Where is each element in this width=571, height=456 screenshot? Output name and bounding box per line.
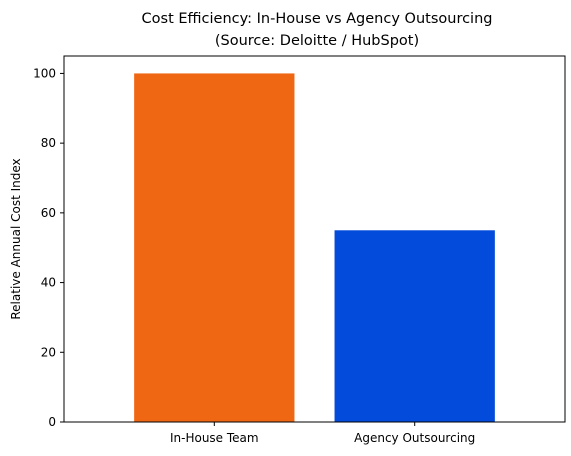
plot-frame [63, 55, 566, 423]
chart-title: Cost Efficiency: In-House vs Agency Outs… [142, 11, 493, 27]
x-tick-label: In-House Team [170, 431, 259, 445]
x-axis-ticks: In-House Team Agency Outsourcing [170, 422, 475, 445]
y-tick-label: 0 [48, 415, 56, 429]
y-tick-label: 100 [33, 66, 56, 80]
y-axis-ticks: 0 20 40 60 80 100 [33, 66, 64, 429]
chart-subtitle: (Source: Deloitte / HubSpot) [215, 33, 419, 49]
y-tick-label: 40 [41, 276, 56, 290]
y-axis-label: Relative Annual Cost Index [9, 158, 23, 319]
x-tick-label: Agency Outsourcing [354, 431, 475, 445]
bar-agency-outsourcing [334, 230, 495, 422]
bars-group [134, 73, 495, 422]
y-tick-label: 60 [41, 206, 56, 220]
y-tick-label: 20 [41, 345, 56, 359]
bar-in-house-team [134, 73, 295, 422]
y-tick-label: 80 [41, 136, 56, 150]
